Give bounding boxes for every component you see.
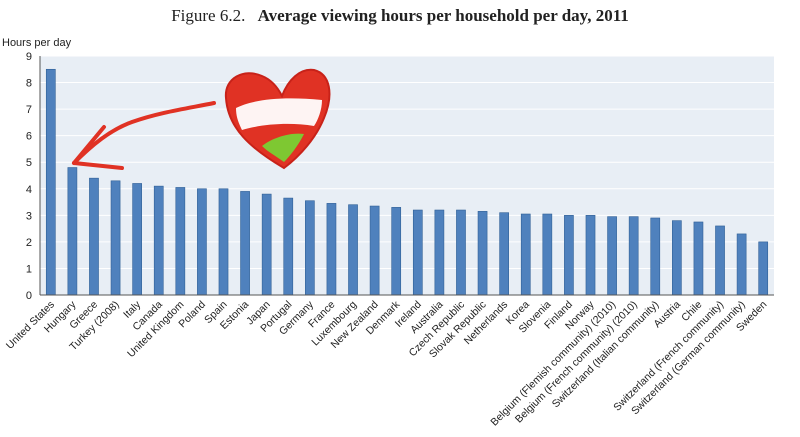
- bar: [585, 215, 596, 296]
- arrow-head-lower: [72, 161, 124, 170]
- figure-label: Figure 6.2.: [171, 6, 246, 25]
- bar: [758, 241, 769, 296]
- bar: [693, 221, 704, 296]
- bar: [391, 207, 402, 296]
- y-axis-ticks: 0 1 2 3 4 5 6 7 8 9: [26, 51, 32, 302]
- bar: [240, 191, 250, 296]
- bar: [412, 209, 423, 296]
- bar: [672, 220, 682, 296]
- y-tick-label: 8: [26, 78, 32, 90]
- y-tick-label: 9: [26, 51, 32, 63]
- plot-area: [40, 56, 774, 295]
- bar: [132, 183, 142, 296]
- bar: [434, 209, 445, 296]
- bar: [715, 225, 725, 296]
- bar: [650, 217, 661, 296]
- bar: [67, 167, 78, 296]
- bar: [607, 216, 617, 296]
- y-tick-label: 6: [26, 131, 32, 143]
- y-axis-label: Hours per day: [2, 37, 72, 49]
- y-tick-label: 7: [26, 104, 32, 116]
- bar: [542, 213, 553, 296]
- y-tick-label: 4: [26, 184, 32, 196]
- bar: [153, 185, 164, 296]
- y-tick-label: 1: [26, 263, 32, 275]
- chart-title: Figure 6.2. Average viewing hours per ho…: [0, 6, 800, 26]
- bar: [283, 197, 294, 296]
- bar: [175, 187, 186, 296]
- bar: [326, 203, 337, 296]
- bar: [736, 233, 747, 296]
- bar: [45, 68, 56, 296]
- bar: [89, 177, 99, 296]
- bar: [564, 215, 574, 296]
- bar: [369, 205, 380, 296]
- heart-green-band: [262, 133, 304, 162]
- bar: [520, 213, 531, 296]
- bars: [45, 68, 769, 296]
- bar: [456, 209, 466, 296]
- bar: [218, 188, 229, 296]
- bar: [261, 193, 272, 296]
- y-tick-label: 0: [26, 290, 32, 302]
- bar: [305, 200, 315, 296]
- arrow-shaft: [72, 101, 216, 165]
- figure-title: Average viewing hours per household per …: [257, 6, 629, 25]
- arrow-head-upper: [72, 125, 106, 165]
- bar: [499, 212, 509, 296]
- bar: [628, 216, 639, 296]
- y-tick-label: 5: [26, 157, 32, 169]
- heart-white-band: [236, 98, 322, 130]
- bar: [348, 204, 358, 296]
- bar: [110, 180, 121, 296]
- bar: [477, 211, 488, 296]
- bar: [197, 188, 207, 296]
- annotation-doodle: [72, 68, 331, 170]
- y-tick-label: 3: [26, 210, 32, 222]
- y-tick-label: 2: [26, 237, 32, 249]
